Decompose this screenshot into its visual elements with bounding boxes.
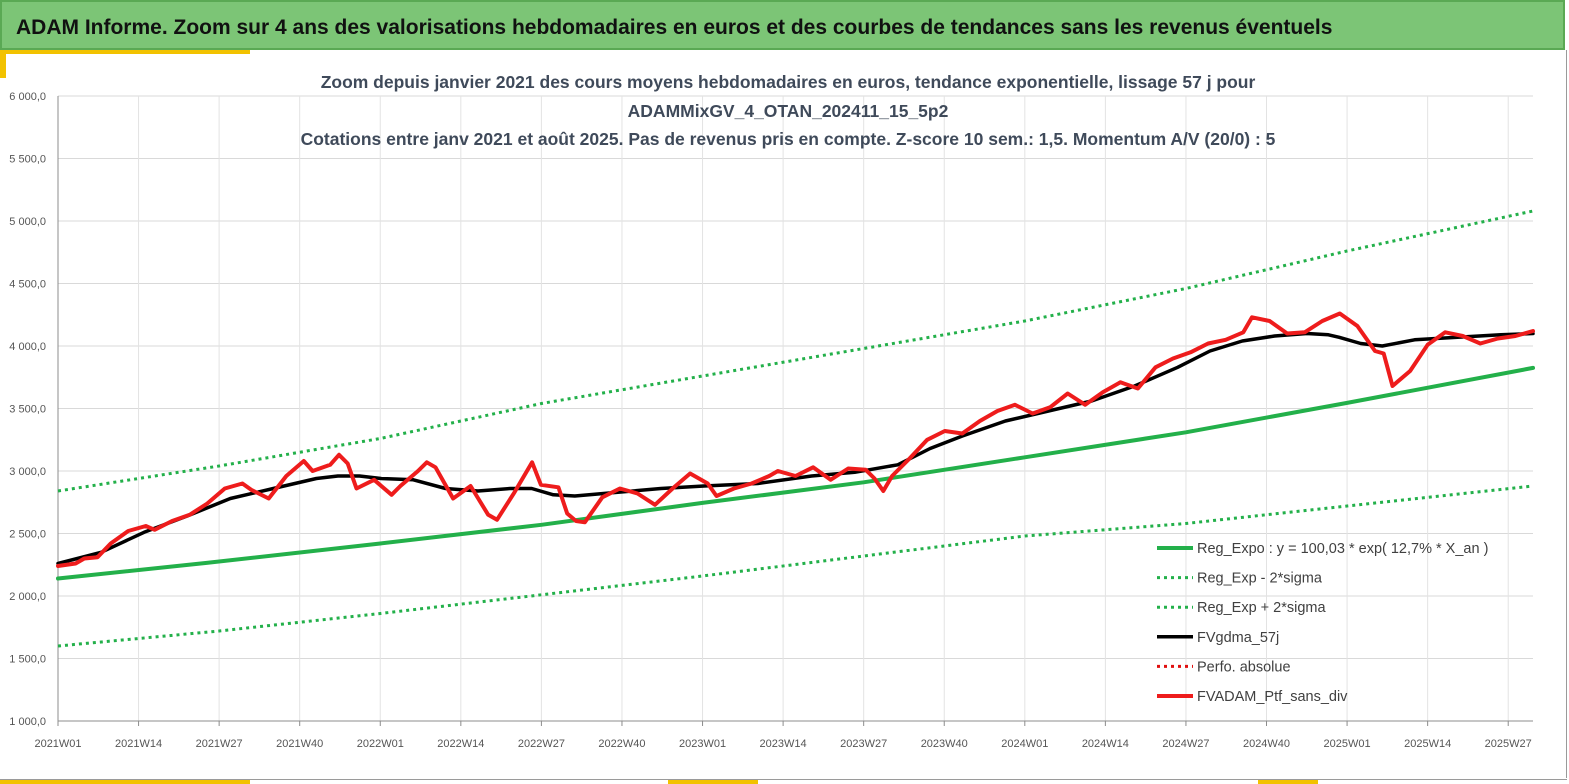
x-tick-label: 2023W14 bbox=[760, 738, 807, 750]
y-tick-label: 3 000,0 bbox=[9, 466, 46, 478]
x-axis-tick-labels: 2021W01 2021W14 2021W27 2021W40 2022W01 2022W… bbox=[34, 738, 1531, 750]
series-line-3 bbox=[56, 331, 1535, 566]
series-line-2 bbox=[57, 209, 1534, 493]
x-tick-label: 2021W27 bbox=[196, 738, 243, 750]
legend-entry-label: Perfo. absolue bbox=[1197, 659, 1291, 675]
accent-bar-bottom bbox=[0, 780, 250, 784]
y-axis-tick-labels: 1 000,0 1 500,0 2 000,0 2 500,0 3 000,0 3 500… bbox=[9, 91, 46, 728]
chart-title-line-2: ADAMMixGV_4_OTAN_202411_15_5p2 bbox=[628, 101, 949, 121]
chart-frame-bottom bbox=[0, 779, 1567, 780]
x-tick-label: 2025W27 bbox=[1485, 738, 1532, 750]
legend-entry-label: Reg_Exp - 2*sigma bbox=[1197, 571, 1323, 587]
report-banner: ADAM Informe. Zoom sur 4 ans des valoris… bbox=[0, 0, 1565, 50]
y-tick-label: 2 000,0 bbox=[9, 591, 46, 603]
y-tick-label: 2 500,0 bbox=[9, 529, 46, 541]
legend-entry-label: Reg_Exp + 2*sigma bbox=[1197, 600, 1326, 616]
chart-legend: Reg_Expo : y = 100,03 * exp( 12,7% * X_a… bbox=[1157, 541, 1488, 705]
x-tick-label: 2022W01 bbox=[357, 738, 404, 750]
series-layer bbox=[56, 209, 1535, 648]
chart-title-line-1: Zoom depuis janvier 2021 des cours moyen… bbox=[321, 72, 1256, 92]
chart-grid bbox=[57, 95, 1533, 726]
series-line-1 bbox=[57, 484, 1534, 648]
x-tick-label: 2023W27 bbox=[840, 738, 887, 750]
y-tick-label: 5 000,0 bbox=[9, 216, 46, 228]
x-tick-label: 2023W01 bbox=[679, 738, 726, 750]
legend-entry-label: Reg_Expo : y = 100,03 * exp( 12,7% * X_a… bbox=[1197, 541, 1488, 557]
y-tick-label: 4 500,0 bbox=[9, 279, 46, 291]
x-tick-label: 2021W01 bbox=[34, 738, 81, 750]
accent-bar-bottom-mid bbox=[668, 780, 758, 784]
x-tick-label: 2023W40 bbox=[921, 738, 968, 750]
chart-title-line-3: Cotations entre janv 2021 et août 2025. … bbox=[301, 129, 1276, 149]
y-tick-label: 1 000,0 bbox=[9, 716, 46, 728]
x-tick-label: 2025W14 bbox=[1404, 738, 1451, 750]
x-tick-label: 2022W27 bbox=[518, 738, 565, 750]
legend-entry-label: FVgdma_57j bbox=[1197, 630, 1279, 646]
accent-bar-left bbox=[0, 50, 6, 78]
x-tick-label: 2025W01 bbox=[1324, 738, 1371, 750]
y-tick-label: 3 500,0 bbox=[9, 404, 46, 416]
y-tick-label: 1 500,0 bbox=[9, 654, 46, 666]
x-tick-label: 2022W14 bbox=[437, 738, 484, 750]
x-tick-label: 2024W27 bbox=[1162, 738, 1209, 750]
legend-entry-label: FVADAM_Ptf_sans_div bbox=[1197, 689, 1348, 705]
series-line-5 bbox=[56, 311, 1535, 568]
chart-title-block: Zoom depuis janvier 2021 des cours moyen… bbox=[301, 72, 1276, 149]
x-tick-label: 2022W40 bbox=[598, 738, 645, 750]
x-tick-label: 2024W14 bbox=[1082, 738, 1129, 750]
y-tick-label: 6 000,0 bbox=[9, 91, 46, 103]
chart-frame-right bbox=[1566, 50, 1567, 778]
y-tick-label: 4 000,0 bbox=[9, 341, 46, 353]
accent-bar-bottom-right bbox=[1258, 780, 1318, 784]
accent-bar-top bbox=[0, 50, 250, 54]
series-line-0 bbox=[56, 365, 1535, 581]
report-title: ADAM Informe. Zoom sur 4 ans des valoris… bbox=[16, 16, 1333, 39]
y-tick-label: 5 500,0 bbox=[9, 154, 46, 166]
x-tick-label: 2024W01 bbox=[1001, 738, 1048, 750]
x-tick-label: 2024W40 bbox=[1243, 738, 1290, 750]
x-tick-label: 2021W14 bbox=[115, 738, 162, 750]
x-tick-label: 2021W40 bbox=[276, 738, 323, 750]
